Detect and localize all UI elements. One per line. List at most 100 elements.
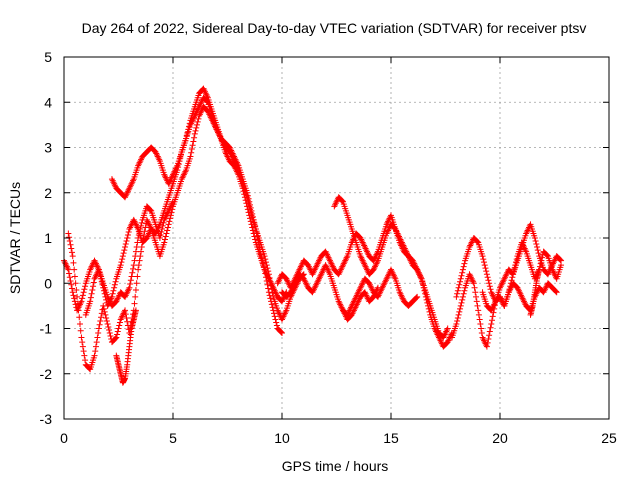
data-point: [79, 343, 86, 350]
data-point: [109, 290, 116, 297]
data-point: [126, 284, 133, 291]
data-point: [270, 307, 277, 314]
data-point: [252, 236, 259, 243]
data-point: [132, 293, 139, 300]
data-point: [271, 313, 278, 320]
data-point: [79, 295, 86, 302]
y-tick-label: -3: [40, 411, 53, 427]
data-point: [187, 153, 194, 160]
data-point: [266, 292, 273, 299]
data-point: [273, 319, 280, 326]
data-point: [489, 317, 496, 324]
data-point: [78, 298, 85, 305]
data-point: [249, 227, 256, 234]
data-point: [66, 270, 73, 277]
data-point: [129, 269, 136, 276]
data-point: [424, 299, 431, 306]
data-point: [472, 289, 479, 296]
data-point: [135, 231, 142, 238]
data-point: [170, 198, 176, 205]
data-point: [135, 266, 142, 273]
data-point: [374, 284, 381, 291]
data-point: [77, 327, 84, 334]
data-point: [137, 225, 144, 232]
data-point: [82, 357, 89, 364]
data-point: [454, 314, 461, 321]
data-point: [95, 325, 102, 332]
data-point: [78, 334, 85, 341]
data-point: [512, 259, 519, 266]
data-point: [552, 288, 559, 295]
data-point: [474, 302, 481, 309]
data-point: [278, 329, 285, 336]
data-point: [111, 281, 118, 288]
data-point: [271, 310, 278, 317]
data-point: [124, 231, 131, 238]
x-tick-label: 25: [601, 430, 617, 446]
data-point: [470, 280, 477, 287]
data-point: [475, 307, 482, 314]
data-point: [137, 253, 144, 260]
data-point: [459, 269, 466, 276]
data-point: [455, 311, 462, 318]
data-point: [106, 330, 113, 337]
data-point: [479, 253, 486, 260]
data-point: [68, 285, 75, 292]
data-point: [111, 284, 118, 291]
data-point: [246, 212, 253, 219]
data-point: [422, 290, 429, 297]
data-point: [162, 236, 169, 243]
data-point: [73, 287, 80, 294]
data-point: [189, 142, 196, 149]
data-point: [454, 317, 461, 324]
data-point: [188, 146, 195, 153]
data-point: [121, 247, 128, 254]
data-point: [68, 281, 75, 288]
data-point: [474, 238, 481, 245]
data-point: [241, 191, 248, 198]
data-point: [79, 292, 86, 299]
data-point: [139, 239, 146, 246]
data-point: [483, 343, 490, 350]
data-point: [110, 287, 117, 294]
data-point: [532, 238, 539, 245]
data-point: [132, 307, 139, 314]
data-point: [103, 314, 110, 321]
data-point: [248, 221, 255, 228]
data-point: [65, 230, 72, 237]
data-point: [101, 308, 108, 315]
data-point: [162, 233, 169, 240]
y-tick-label: 0: [44, 275, 52, 291]
data-point: [471, 284, 478, 291]
data-point: [204, 98, 211, 105]
data-point: [156, 235, 163, 241]
data-point: [190, 138, 197, 145]
data-point: [476, 316, 483, 323]
data-point: [509, 274, 516, 281]
data-point: [123, 314, 130, 321]
data-point: [267, 295, 274, 302]
data-point: [70, 292, 77, 299]
series-track-1: [61, 85, 307, 323]
data-point: [116, 319, 123, 326]
data-point: [132, 287, 139, 294]
data-point: [81, 352, 88, 359]
data-point: [457, 275, 464, 282]
data-point: [105, 323, 112, 330]
data-point: [418, 275, 425, 282]
data-point: [88, 290, 95, 297]
data-point: [420, 284, 427, 291]
data-point: [127, 281, 134, 288]
data-point: [122, 241, 129, 248]
data-point: [544, 252, 551, 259]
data-point: [533, 241, 540, 248]
data-point: [421, 287, 428, 294]
data-point: [89, 287, 96, 294]
data-point: [253, 229, 260, 236]
data-point: [191, 130, 198, 137]
data-point: [133, 244, 140, 251]
data-point: [456, 281, 463, 288]
data-point: [71, 273, 78, 280]
data-point: [269, 304, 276, 311]
data-point: [72, 280, 79, 287]
